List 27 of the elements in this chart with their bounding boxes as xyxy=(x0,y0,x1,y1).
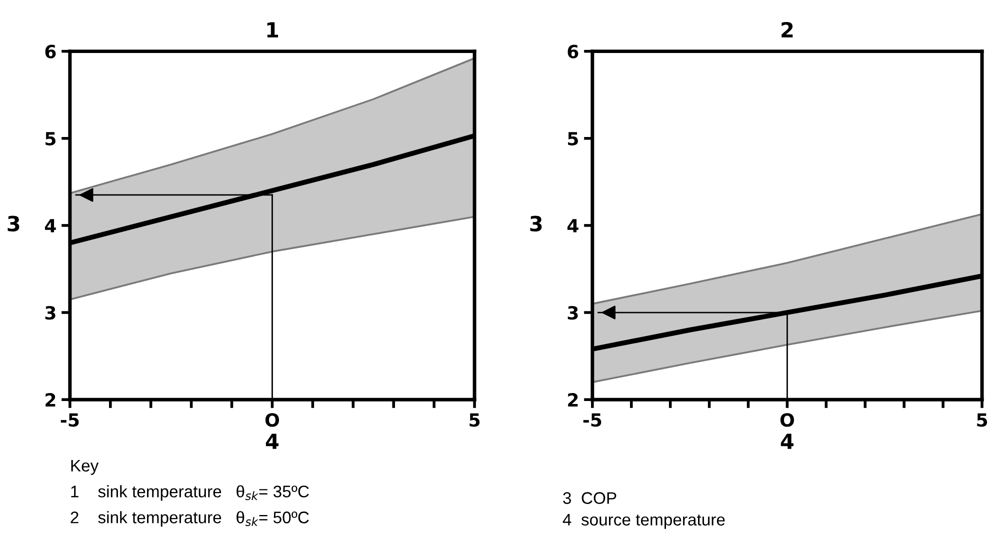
x-axis-title: 4 xyxy=(266,434,279,449)
text: 2 sink temperature θ$_{sk}$= 50ºC xyxy=(70,511,309,527)
y-tick-label: 2 xyxy=(46,393,56,406)
y-tick-label: 6 xyxy=(45,44,56,58)
y-tick-label: 5 xyxy=(46,132,56,146)
x-axis-title: 4 xyxy=(780,434,794,449)
x-tick-label: O xyxy=(265,413,279,427)
y-tick-label: 5 xyxy=(568,132,578,146)
y-tick-label: 6 xyxy=(568,44,578,58)
x-tick-label: 5 xyxy=(977,413,988,427)
text: Key xyxy=(71,460,99,475)
y-axis-title: 3 xyxy=(8,216,20,232)
text: 3 COP xyxy=(563,492,616,504)
y-axis-title: 3 xyxy=(530,216,542,232)
y-tick-label: 4 xyxy=(44,219,56,232)
y-tick-label: 4 xyxy=(567,219,578,232)
x-tick-label: 5 xyxy=(470,413,480,427)
chart-title: 2 xyxy=(782,22,793,38)
y-tick-label: 3 xyxy=(568,306,578,320)
y-tick-label: 3 xyxy=(45,306,56,320)
y-tick-label: 2 xyxy=(568,393,578,406)
text: 1 sink temperature θ$_{sk}$= 35ºC xyxy=(71,485,309,501)
x-tick-label: O xyxy=(780,413,794,427)
x-tick-label: -5 xyxy=(583,413,602,427)
chart-title: 1 xyxy=(267,22,278,38)
x-tick-label: -5 xyxy=(60,413,79,427)
text: 4 source temperature xyxy=(562,514,725,529)
